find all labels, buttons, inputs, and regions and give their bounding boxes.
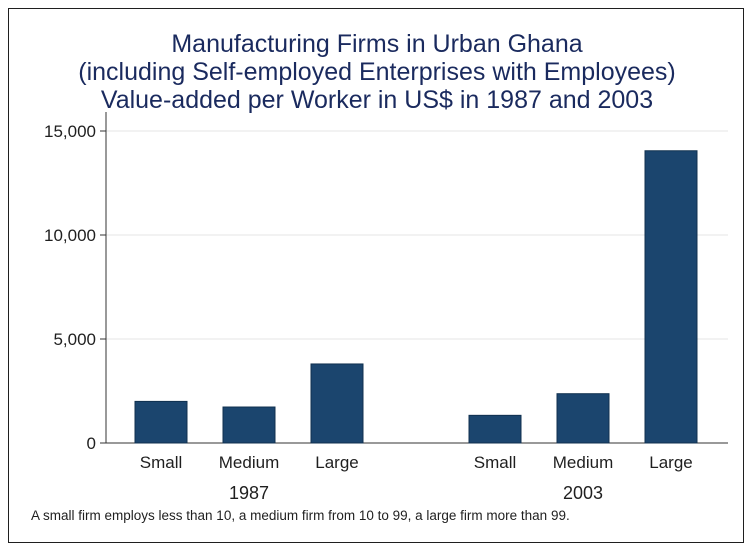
bar-1987-large — [310, 363, 364, 444]
chart-title-line-2: (including Self-employed Enterprises wit… — [78, 58, 676, 86]
chart-title-line-3: Value-added per Worker in US$ in 1987 an… — [100, 86, 654, 114]
group-label-1987: 1987 — [229, 483, 269, 503]
y-tick-label-10000: 10,000 — [44, 226, 96, 245]
category-label-2003-small: Small — [474, 453, 517, 472]
chart-footnote: A small firm employs less than 10, a med… — [31, 508, 570, 523]
bar-2003-small — [468, 414, 522, 444]
chart-frame — [8, 8, 744, 543]
bar-1987-medium — [222, 406, 276, 444]
category-label-1987-small: Small — [140, 453, 183, 472]
y-tick-label-15000: 15,000 — [44, 122, 96, 141]
y-tick-label-0: 0 — [87, 434, 96, 453]
y-tick-label-5000: 5,000 — [53, 330, 96, 349]
category-label-2003-large: Large — [649, 453, 692, 472]
bar-2003-medium — [556, 393, 610, 444]
category-label-2003-medium: Medium — [553, 453, 613, 472]
group-label-2003: 2003 — [563, 483, 603, 503]
bar-1987-small — [134, 400, 188, 444]
bar-2003-large — [644, 150, 698, 444]
chart-title-line-1: Manufacturing Firms in Urban Ghana — [171, 30, 583, 58]
category-label-1987-medium: Medium — [219, 453, 279, 472]
category-label-1987-large: Large — [315, 453, 358, 472]
